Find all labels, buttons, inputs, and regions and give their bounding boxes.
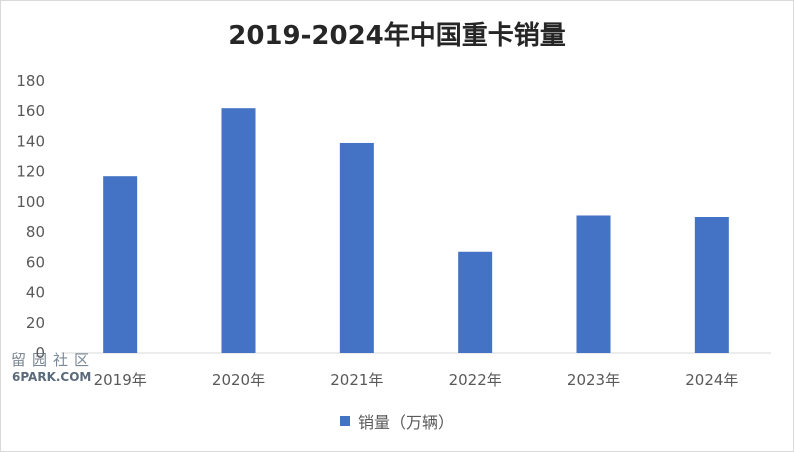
bar <box>694 217 729 353</box>
bar <box>339 142 374 353</box>
y-tick-label: 120 <box>16 163 45 181</box>
bar <box>576 215 611 353</box>
y-tick-label: 40 <box>26 284 45 302</box>
chart-title: 2019-2024年中国重卡销量 <box>228 21 566 51</box>
y-tick-label: 80 <box>26 223 45 241</box>
x-tick-label: 2019年 <box>94 371 147 389</box>
y-tick-label: 180 <box>16 72 45 90</box>
y-tick-label: 0 <box>35 344 45 362</box>
legend-swatch <box>339 416 350 426</box>
y-tick-label: 160 <box>16 102 45 120</box>
y-tick-label: 140 <box>16 132 45 150</box>
y-tick-label: 60 <box>26 253 45 271</box>
x-tick-label: 2023年 <box>567 371 620 389</box>
x-tick-label: 2024年 <box>685 371 738 389</box>
bar <box>458 251 493 353</box>
x-tick-label: 2020年 <box>212 371 265 389</box>
watermark-site: 6PARK.COM <box>11 370 93 384</box>
legend: 销量（万辆） <box>1 409 793 433</box>
y-tick-label: 20 <box>26 314 45 332</box>
y-tick-label: 100 <box>16 193 45 211</box>
x-tick-label: 2021年 <box>330 371 383 389</box>
legend-label: 销量（万辆） <box>357 413 454 432</box>
bar <box>103 176 138 353</box>
bar <box>221 108 256 353</box>
x-tick-label: 2022年 <box>449 371 502 389</box>
watermark: 留园社区 6PARK.COM <box>11 353 97 384</box>
watermark-chars: 留园社区 <box>11 351 96 369</box>
